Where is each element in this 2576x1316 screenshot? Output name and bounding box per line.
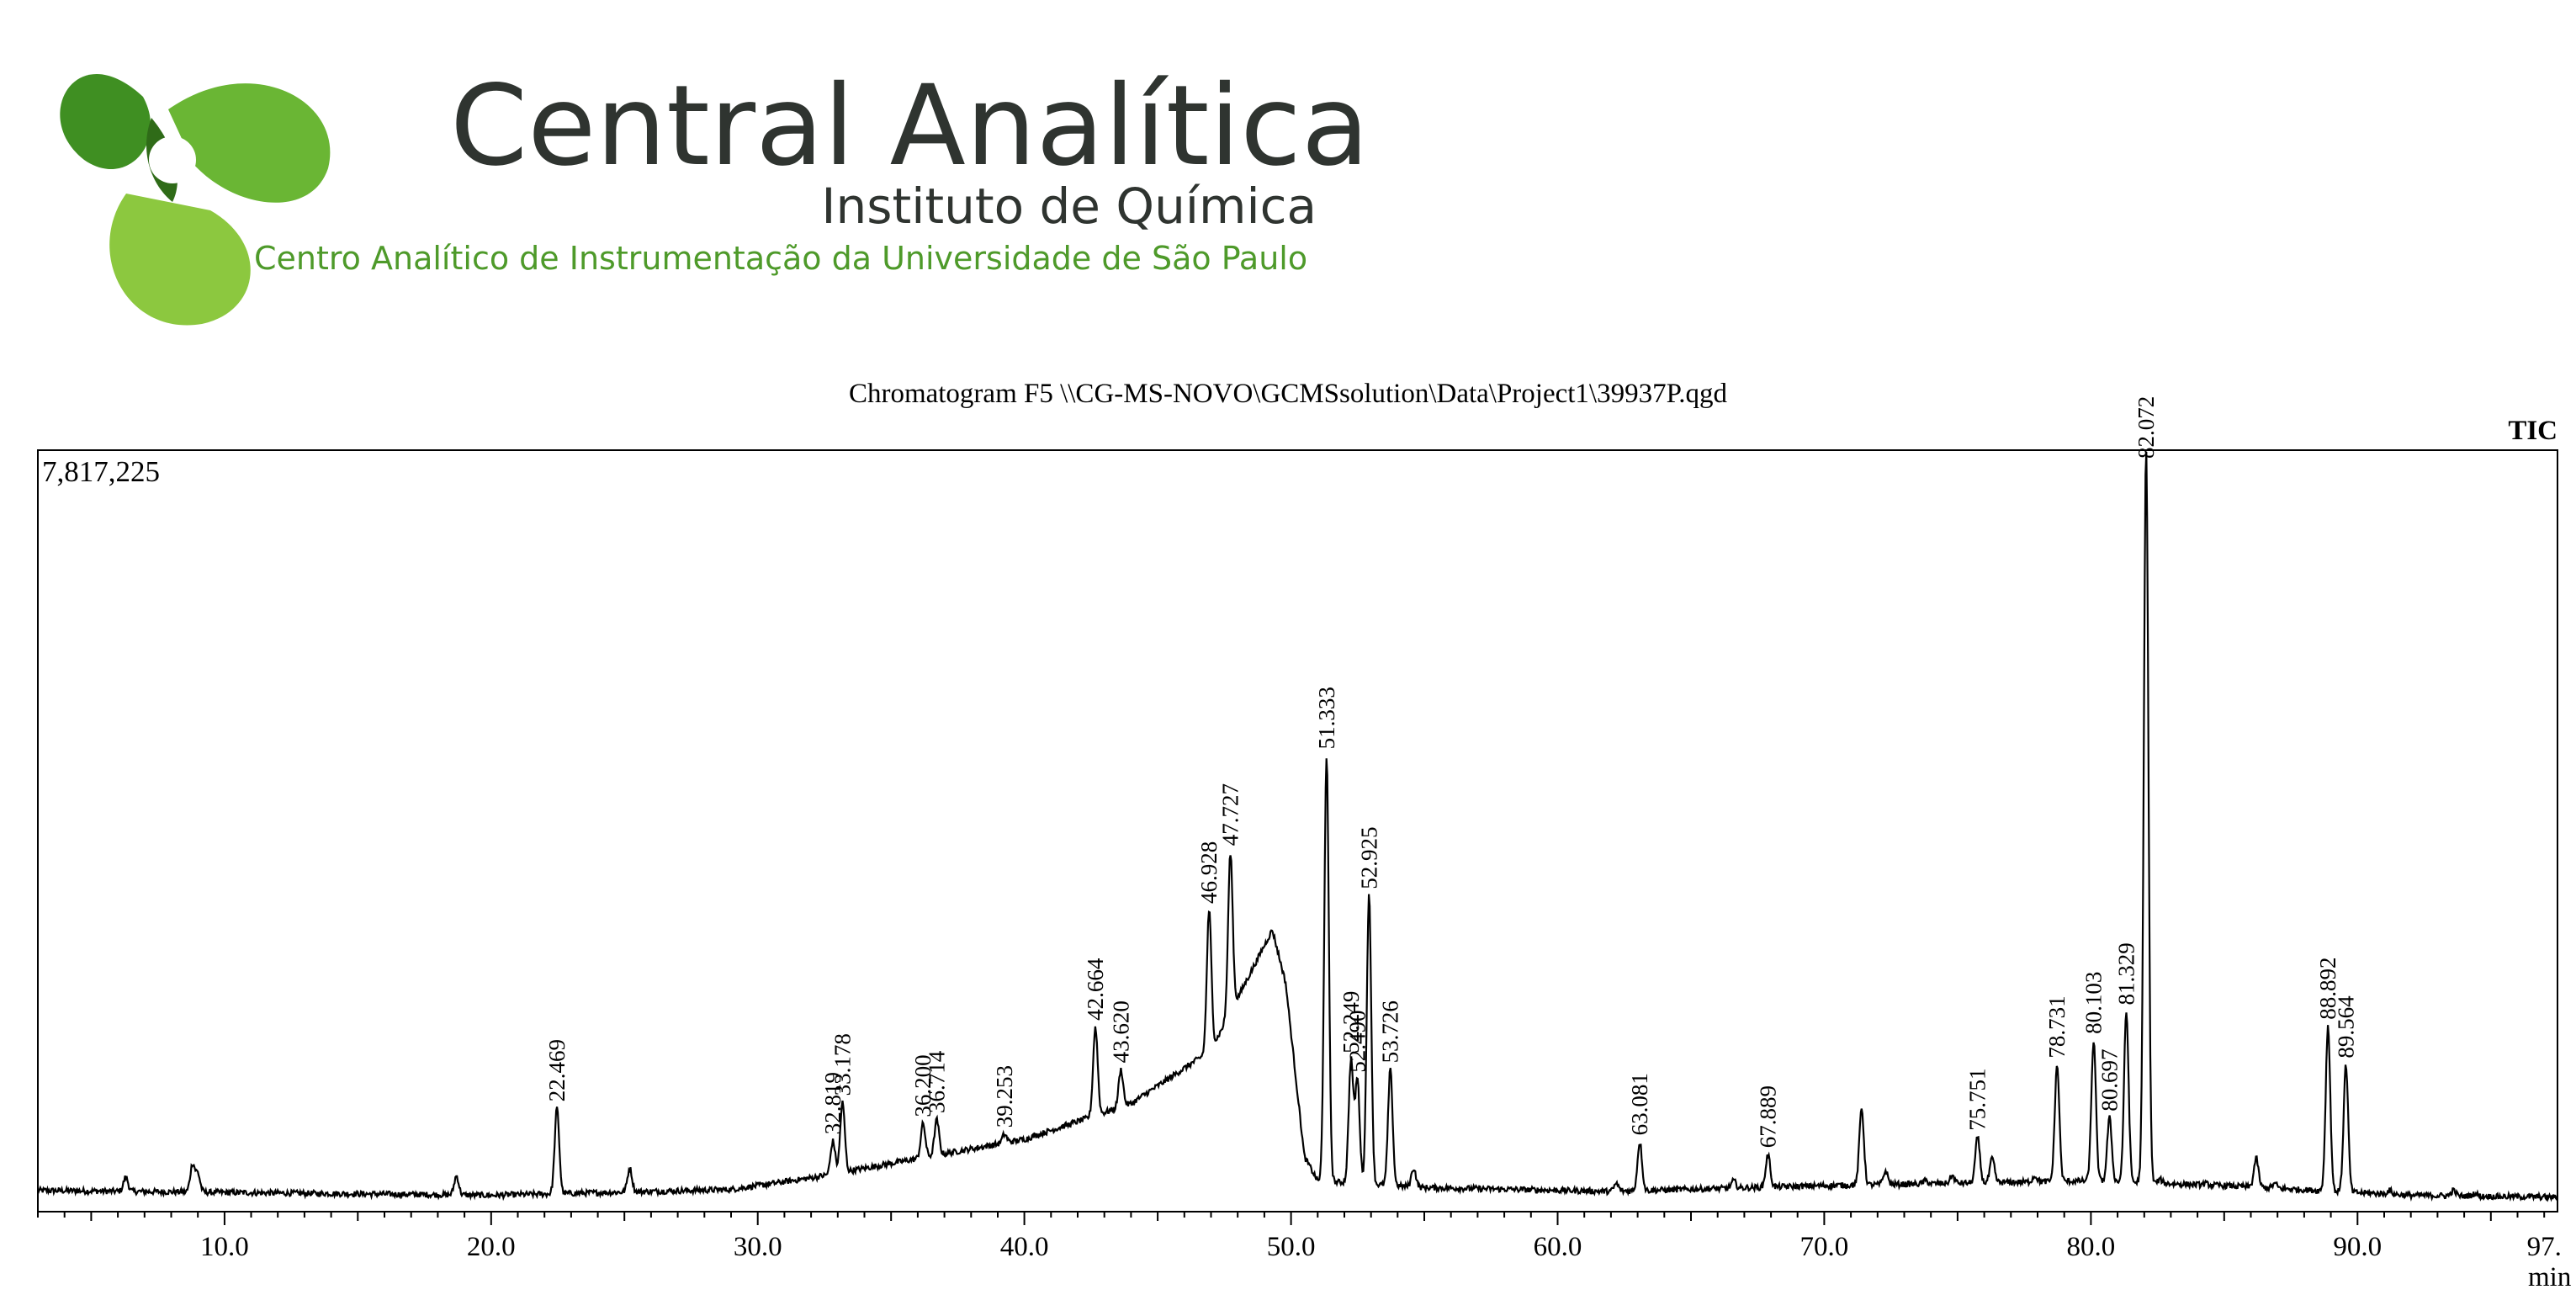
peak-label: 22.469 (544, 1039, 570, 1101)
peak-label: 47.727 (1218, 783, 1243, 846)
brand-name: Central Analítica (450, 61, 1370, 191)
max-intensity-label: 7,817,225 (42, 455, 160, 488)
x-axis: 10.0 20.0 30.0 40.0 50.0 60.0 70.0 80.0 90.0 97. (37, 1212, 2562, 1262)
peak-label: 89.564 (2334, 995, 2359, 1059)
peak-label: 81.329 (2114, 942, 2139, 1005)
peak-label: 88.892 (2315, 957, 2340, 1019)
peak-label: 36.200 (910, 1054, 936, 1117)
peak-label: 39.253 (992, 1065, 1017, 1128)
x-tick-label: 50.0 (1267, 1232, 1316, 1262)
peak-label: 51.333 (1314, 687, 1339, 749)
chromatogram-chart: Chromatogram F5 \\CG-MS-NOVO\GCMSsolutio… (36, 379, 2571, 1292)
x-tick-label: 90.0 (2333, 1232, 2382, 1262)
tic-trace-line (36, 451, 2559, 1202)
peak-label: 53.726 (1378, 1000, 1403, 1063)
peak-label: 33.178 (830, 1033, 855, 1096)
x-tick-label: 30.0 (734, 1232, 782, 1262)
chart-title: Chromatogram F5 \\CG-MS-NOVO\GCMSsolutio… (849, 379, 1728, 409)
peak-label: 52.249 (1338, 991, 1364, 1053)
x-tick-label: 60.0 (1534, 1232, 1582, 1262)
trace-label: TIC (2508, 416, 2557, 446)
peak-label: 78.731 (2044, 995, 2070, 1058)
peak-label: 32.819 (820, 1072, 845, 1134)
peak-label: 80.697 (2097, 1048, 2123, 1111)
x-tick-label: 97. (2527, 1232, 2562, 1262)
x-tick-label: 70.0 (1800, 1232, 1849, 1262)
peak-label: 52.490 (1345, 1011, 1370, 1073)
x-tick-label: 20.0 (467, 1232, 516, 1262)
peak-label: 42.664 (1083, 958, 1108, 1021)
peak-label: 75.751 (1965, 1068, 1990, 1130)
peak-label: 52.925 (1356, 827, 1381, 889)
tri-loop-emblem-icon (60, 74, 331, 326)
peak-label: 46.928 (1196, 841, 1222, 904)
brand-subtitle: Instituto de Química (821, 178, 1317, 235)
peak-label: 80.103 (2081, 972, 2107, 1034)
peak-label: 36.714 (925, 1050, 950, 1113)
central-analitica-logo: Central Analítica Instituto de Química C… (60, 61, 1370, 326)
x-tick-label: 80.0 (2067, 1232, 2116, 1262)
brand-tagline: Centro Analítico de Instrumentação da Un… (254, 240, 1307, 277)
x-tick-label: 40.0 (1000, 1232, 1049, 1262)
peak-label: 67.889 (1756, 1085, 1781, 1148)
peak-label: 63.081 (1627, 1073, 1652, 1135)
peak-label: 82.072 (2133, 396, 2159, 459)
x-axis-unit-label: min (2528, 1262, 2571, 1292)
peak-label: 43.620 (1108, 1000, 1133, 1063)
plot-frame (37, 449, 2558, 1213)
x-tick-label: 10.0 (200, 1232, 249, 1262)
